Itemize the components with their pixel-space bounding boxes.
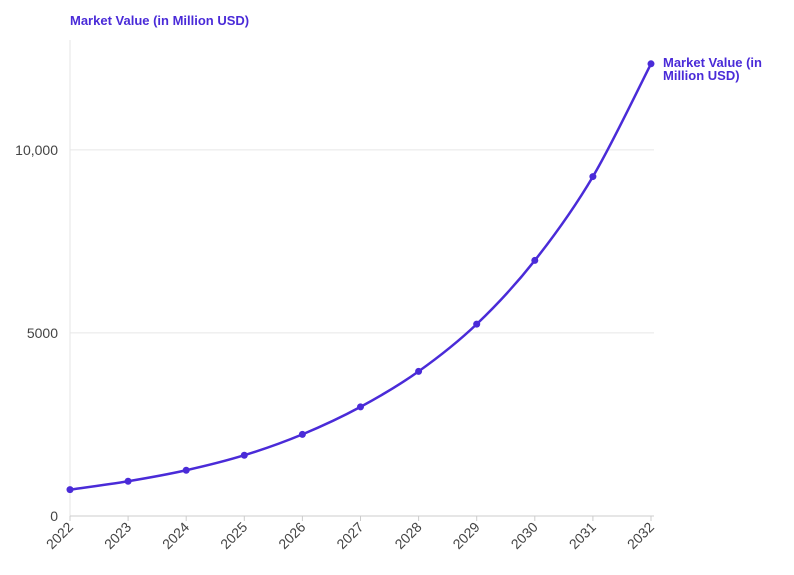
series-end-label-line-1: Market Value (in — [663, 55, 762, 70]
y-tick-label: 5000 — [27, 325, 58, 341]
axes — [69, 40, 654, 517]
data-points — [66, 60, 655, 494]
data-point — [182, 466, 190, 474]
x-tick-label: 2024 — [159, 519, 192, 552]
y-tick-label: 0 — [50, 508, 58, 524]
y-axis-ticks: 0 5000 10,000 — [15, 142, 58, 524]
x-tick-label: 2026 — [275, 519, 308, 552]
series-line — [69, 63, 653, 491]
x-tick-label: 2030 — [508, 519, 541, 552]
data-point — [647, 60, 655, 68]
x-tick-label: 2025 — [217, 519, 250, 552]
series-title: Market Value (in Million USD) — [70, 13, 249, 28]
data-point — [473, 320, 481, 328]
data-point — [589, 173, 597, 181]
data-point — [415, 367, 423, 375]
x-tick-label: 2027 — [333, 519, 366, 552]
x-tick-label: 2032 — [624, 519, 657, 552]
y-tick-label: 10,000 — [15, 142, 58, 158]
x-tick-label: 2031 — [566, 519, 599, 552]
x-tick-label: 2023 — [101, 519, 134, 552]
data-point — [124, 477, 132, 485]
series-end-label: Market Value (in Million USD) — [663, 55, 766, 83]
data-point — [357, 403, 364, 411]
data-point — [298, 430, 306, 438]
x-axis-ticks: 2022 2023 2024 2025 2026 2027 2028 2029 2030 2031… — [43, 516, 657, 552]
grid-lines — [70, 149, 654, 334]
series-end-label-line-2: Million USD) — [663, 68, 740, 83]
data-point — [66, 486, 74, 494]
x-tick-label: 2028 — [391, 519, 424, 552]
data-point — [240, 451, 248, 459]
data-point — [531, 256, 539, 264]
x-tick-label: 2029 — [449, 519, 482, 552]
x-tick-label: 2022 — [43, 519, 76, 552]
